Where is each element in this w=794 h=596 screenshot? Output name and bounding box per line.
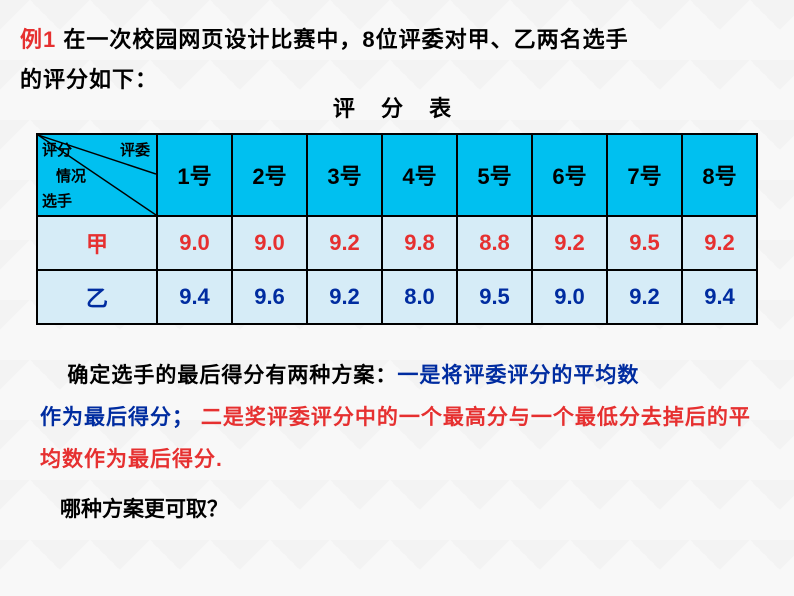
col-header: 1号	[157, 134, 232, 216]
row-label-jia: 甲	[37, 216, 157, 270]
data-cell: 9.2	[307, 216, 382, 270]
data-cell: 8.8	[457, 216, 532, 270]
diag-top-right: 评委	[120, 139, 150, 160]
problem-line2: 的评分如下：	[20, 67, 158, 92]
example-label: 例1	[20, 27, 56, 52]
diagonal-header-cell: 评分 评委 情况 选手	[37, 134, 157, 216]
col-header: 2号	[232, 134, 307, 216]
problem-statement: 例1 在一次校园网页设计比赛中，8位评委对甲、乙两名选手 的评分如下：	[20, 20, 774, 99]
diag-middle: 情况	[56, 165, 86, 186]
method1-part-b: 作为最后得分；	[40, 406, 194, 429]
data-cell: 9.4	[682, 270, 757, 324]
data-cell: 9.0	[532, 270, 607, 324]
data-cell: 9.8	[382, 216, 457, 270]
final-question: 哪种方案更可取？	[20, 493, 774, 523]
data-cell: 8.0	[382, 270, 457, 324]
explanation-text: 确定选手的最后得分有两种方案：一是将评委评分的平均数作为最后得分； 二是奖评委评…	[20, 355, 774, 481]
data-cell: 9.0	[232, 216, 307, 270]
data-cell: 9.2	[307, 270, 382, 324]
table-row: 乙 9.4 9.6 9.2 8.0 9.5 9.0 9.2 9.4	[37, 270, 757, 324]
diag-bottom: 选手	[42, 190, 72, 211]
col-header: 7号	[607, 134, 682, 216]
diag-top-left: 评分	[42, 139, 72, 160]
col-header: 5号	[457, 134, 532, 216]
row-label-yi: 乙	[37, 270, 157, 324]
col-header: 8号	[682, 134, 757, 216]
col-header: 6号	[532, 134, 607, 216]
table-header-row: 评分 评委 情况 选手 1号 2号 3号 4号 5号 6号 7号 8号	[37, 134, 757, 216]
explain-prefix: 确定选手的最后得分有两种方案：	[67, 364, 397, 387]
score-table: 评分 评委 情况 选手 1号 2号 3号 4号 5号 6号 7号 8号 甲 9.…	[36, 133, 758, 325]
data-cell: 9.4	[157, 270, 232, 324]
col-header: 3号	[307, 134, 382, 216]
data-cell: 9.2	[607, 270, 682, 324]
data-cell: 9.2	[532, 216, 607, 270]
data-cell: 9.5	[607, 216, 682, 270]
col-header: 4号	[382, 134, 457, 216]
table-row: 甲 9.0 9.0 9.2 9.8 8.8 9.2 9.5 9.2	[37, 216, 757, 270]
data-cell: 9.2	[682, 216, 757, 270]
problem-line1: 在一次校园网页设计比赛中，8位评委对甲、乙两名选手	[56, 27, 628, 52]
method1-part-a: 一是将评委评分的平均数	[397, 364, 639, 387]
data-cell: 9.5	[457, 270, 532, 324]
data-cell: 9.6	[232, 270, 307, 324]
data-cell: 9.0	[157, 216, 232, 270]
